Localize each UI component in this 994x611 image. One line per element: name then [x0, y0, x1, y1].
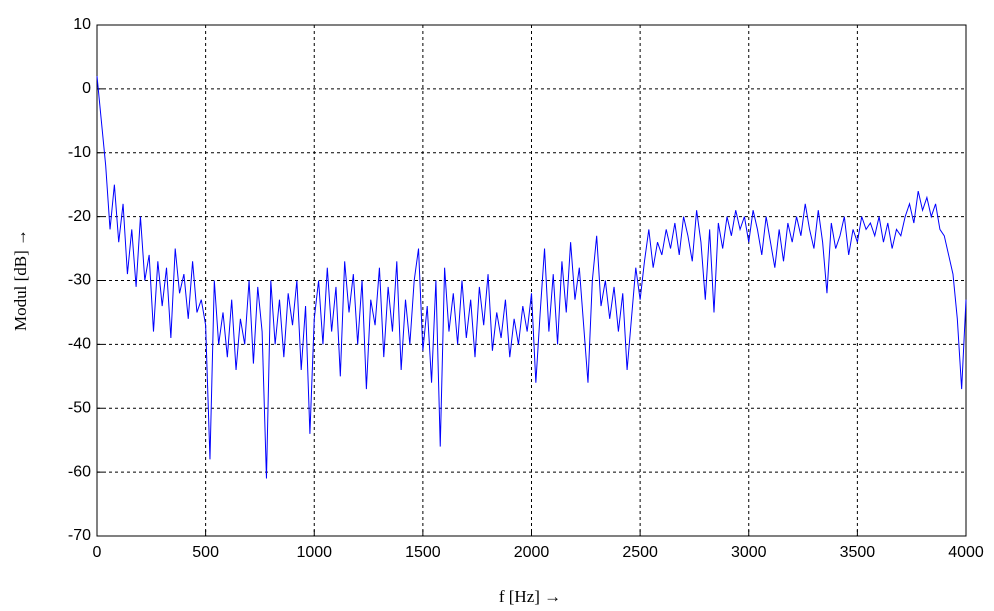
x-tick-label: 1000	[296, 544, 332, 561]
x-tick-label: 2000	[514, 544, 550, 561]
x-tick-label: 0	[93, 544, 102, 561]
y-tick-label: 10	[73, 16, 91, 33]
x-tick-label: 3500	[840, 544, 876, 561]
y-tick-label: -60	[68, 463, 91, 480]
y-tick-label: 0	[82, 80, 91, 97]
data-line	[96, 76, 967, 479]
y-tick-label: -10	[68, 144, 91, 161]
x-tick-label: 1500	[405, 544, 441, 561]
x-tick-label: 2500	[622, 544, 658, 561]
y-tick-label: -20	[68, 208, 91, 225]
x-tick-label: 500	[192, 544, 219, 561]
y-tick-label: -30	[68, 272, 91, 289]
x-axis-label: f [Hz] →	[499, 587, 561, 606]
y-tick-label: -40	[68, 336, 91, 353]
y-tick-label: -50	[68, 399, 91, 416]
y-tick-label: -70	[68, 527, 91, 544]
x-tick-label: 4000	[948, 544, 984, 561]
y-axis-label: Modul [dB] →	[11, 229, 30, 331]
x-tick-label: 3000	[731, 544, 767, 561]
